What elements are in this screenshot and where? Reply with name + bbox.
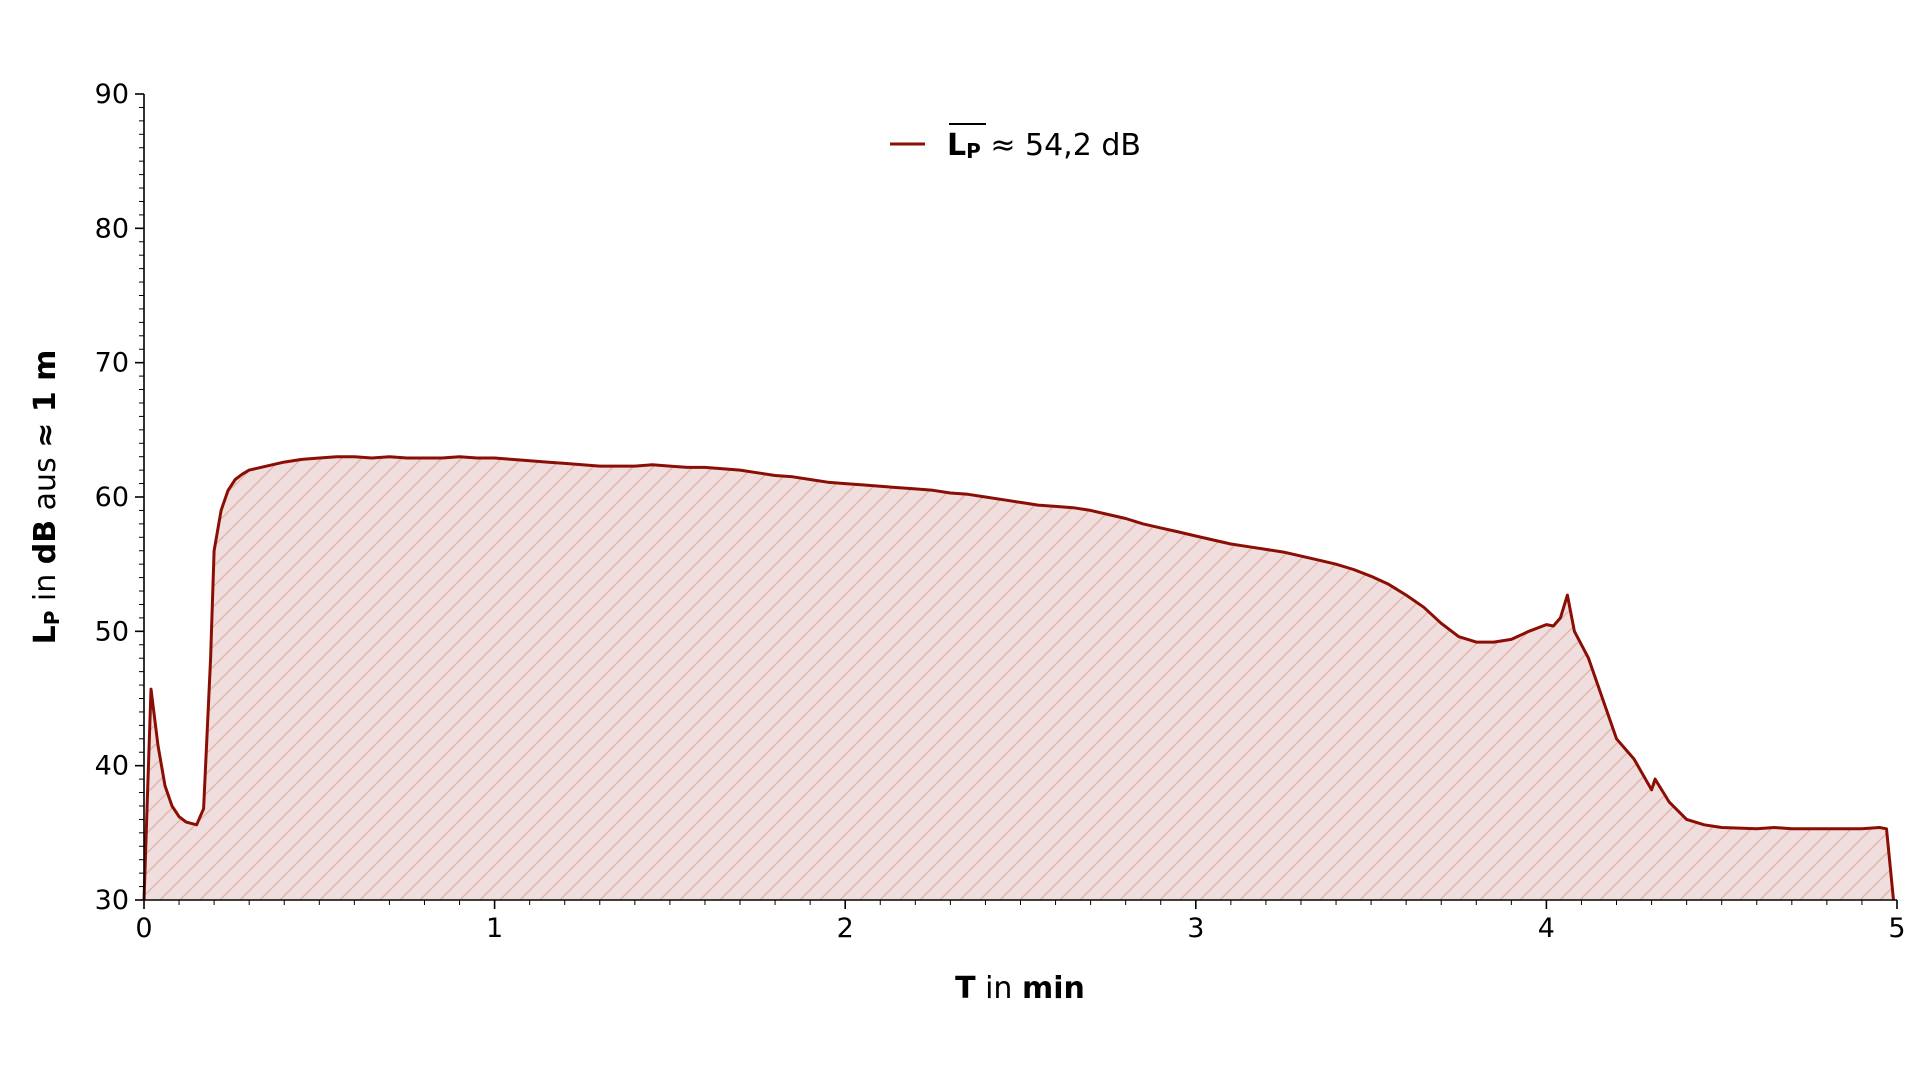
- y-tick-label: 50: [95, 616, 129, 647]
- legend-symbol: L: [947, 128, 966, 163]
- y-axis-title-symbol: L: [28, 625, 63, 644]
- legend-suffix: ≈ 54,2 dB: [981, 128, 1141, 163]
- x-axis-title: T in min: [955, 971, 1085, 1006]
- x-tick-label: 2: [837, 913, 854, 944]
- y-axis-title-unit: dB: [28, 520, 63, 564]
- legend-subscript: P: [966, 139, 981, 163]
- x-tick-label: 0: [135, 913, 152, 944]
- y-tick-label: 70: [95, 348, 129, 379]
- y-axis-title-in: in: [28, 564, 63, 610]
- x-axis-title-bold: T: [955, 971, 976, 1006]
- x-axis-title-bold2: min: [1022, 971, 1085, 1006]
- x-tick-label: 3: [1187, 913, 1204, 944]
- x-tick-label: 1: [486, 913, 503, 944]
- y-axis-title-aus: aus: [28, 448, 63, 520]
- series-line: [142, 455, 1895, 901]
- y-tick-label: 90: [95, 79, 129, 110]
- x-axis-title-normal: in: [976, 971, 1022, 1006]
- y-tick-label: 60: [95, 482, 129, 513]
- y-axis-title: LP in dB aus ≈ 1 m: [28, 350, 64, 645]
- area-hatch: [144, 456, 1894, 900]
- y-ticks: 30 40 50 60 70 80 90: [95, 79, 144, 916]
- y-tick-label: 40: [95, 751, 129, 782]
- y-axis-title-distance: ≈ 1 m: [28, 350, 63, 448]
- legend-label: LP ≈ 54,2 dB: [947, 128, 1141, 163]
- legend: LP ≈ 54,2 dB: [890, 123, 1141, 163]
- y-tick-label: 80: [95, 213, 129, 244]
- y-axis-title-sub: P: [40, 611, 64, 626]
- x-tick-label: 4: [1538, 913, 1555, 944]
- y-tick-label: 30: [95, 885, 129, 916]
- x-tick-label: 5: [1888, 913, 1905, 944]
- x-ticks: 0 1 2 3 4 5: [135, 900, 1906, 944]
